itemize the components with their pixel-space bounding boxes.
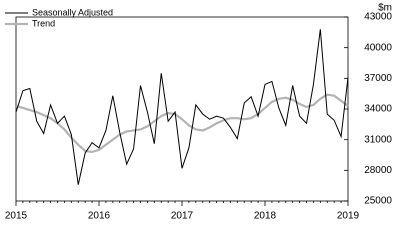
x-tick-label: 2018: [254, 211, 277, 222]
legend-label: Seasonally Adjusted: [32, 7, 113, 17]
x-tick-label: 2016: [88, 211, 111, 222]
y-tick-label: 25000: [364, 196, 392, 207]
x-tick-label: 2019: [337, 211, 360, 222]
x-tick-label: 2015: [5, 211, 28, 222]
y-tick-label: 31000: [364, 134, 392, 145]
series-line: [15, 29, 349, 185]
chart: $m 25000 28000 31000 34000 37000 40000 43000 20…: [5, 3, 393, 222]
legend-label: Trend: [32, 18, 55, 28]
y-tick-label: 28000: [364, 165, 392, 176]
y-tick-label: 34000: [364, 104, 392, 115]
x-tick-label: 2017: [171, 211, 194, 222]
y-tick-label: 43000: [364, 12, 392, 23]
y-tick-label: 37000: [364, 73, 392, 84]
series-line: [15, 93, 349, 154]
y-axis-label: $m: [378, 3, 392, 14]
page: {"chart_data": {"type": "line", "y_label…: [4, 2, 393, 222]
y-tick-label: 40000: [364, 42, 392, 53]
